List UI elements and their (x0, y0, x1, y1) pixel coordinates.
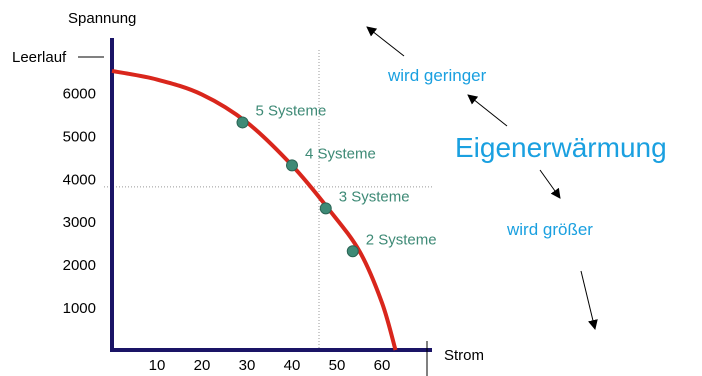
x-tick-label: 10 (149, 357, 166, 374)
system-point-label: 4 Systeme (305, 145, 376, 162)
system-point-label: 2 Systeme (366, 231, 437, 248)
system-point (286, 159, 298, 172)
x-tick-label: 60 (374, 357, 391, 374)
annotation-decrease: wird geringer (388, 66, 487, 85)
x-tick-label: 30 (239, 357, 256, 374)
system-point (236, 116, 249, 129)
voltage-current-curve (111, 68, 398, 351)
y-tick-label: 4000 (63, 171, 96, 188)
system-point-label: 5 Systeme (256, 102, 327, 119)
y-axis-top-label: Leerlauf (12, 49, 67, 66)
x-tick-label: 50 (329, 357, 346, 374)
y-tick-label: 6000 (63, 85, 96, 102)
trend-arrow (539, 169, 561, 199)
annotation-increase: wird größer (507, 220, 593, 239)
y-tick-label: 5000 (63, 128, 96, 145)
system-point (319, 202, 332, 215)
y-tick-label: 1000 (63, 300, 96, 317)
x-tick-label: 20 (194, 357, 211, 374)
y-tick-label: 3000 (63, 214, 96, 231)
trend-arrow (366, 26, 405, 57)
system-point (346, 245, 359, 258)
y-axis-title: Spannung (68, 10, 136, 27)
x-axis-title: Strom (444, 347, 484, 364)
trend-arrow (580, 270, 598, 330)
y-tick-label: 2000 (63, 257, 96, 274)
trend-arrow (467, 94, 508, 127)
annotation-heating: Eigenerwärmung (455, 132, 667, 163)
system-point-label: 3 Systeme (339, 188, 410, 205)
x-tick-label: 40 (284, 357, 301, 374)
